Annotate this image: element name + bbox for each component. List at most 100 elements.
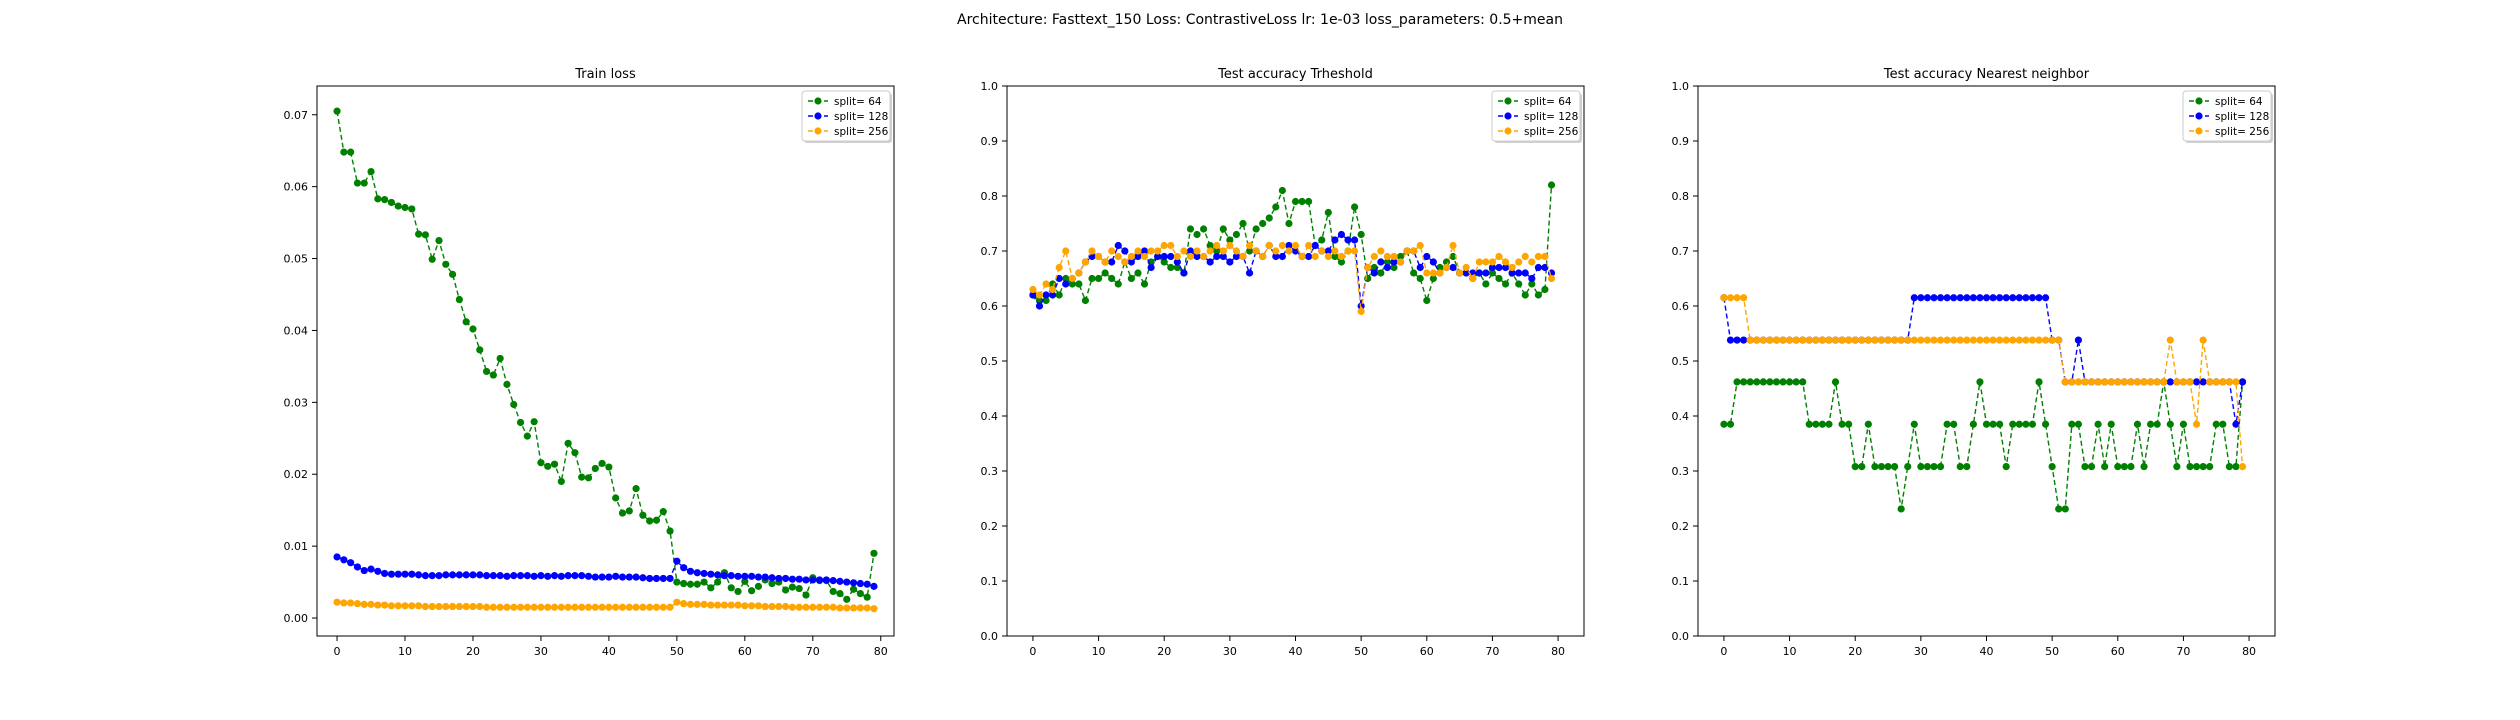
data-point [428, 572, 436, 580]
data-point [680, 579, 688, 588]
data-point [421, 572, 429, 580]
data-point [2015, 336, 2023, 344]
data-point [591, 603, 599, 611]
data-point [1799, 378, 1807, 386]
data-point [1858, 336, 1866, 344]
data-point [1456, 269, 1464, 277]
data-point [2232, 420, 2240, 428]
data-point [537, 459, 545, 467]
data-point [659, 508, 667, 516]
data-point [2009, 336, 2017, 344]
data-point [1200, 252, 1208, 261]
x-tick-label: 60 [1420, 645, 1434, 658]
data-point [1963, 463, 1971, 471]
y-tick-label: 0.7 [1672, 245, 1690, 258]
data-point [448, 270, 457, 278]
data-point [727, 601, 735, 609]
data-point [2101, 463, 2109, 471]
data-point [2061, 378, 2069, 386]
data-point [1114, 252, 1122, 261]
data-point [2212, 378, 2220, 386]
data-point [1534, 291, 1542, 299]
data-point [401, 203, 409, 212]
data-point [863, 593, 871, 601]
data-point [1265, 241, 1273, 250]
data-point [1904, 336, 1912, 344]
data-point [415, 230, 423, 238]
data-point [1377, 269, 1385, 277]
data-point [2081, 378, 2089, 386]
data-point [1534, 263, 1542, 272]
x-tick-label: 70 [2176, 645, 2190, 658]
data-point [584, 572, 593, 580]
data-point [1547, 181, 1556, 189]
data-point [1305, 252, 1313, 261]
data-point [727, 584, 735, 592]
data-point [2232, 378, 2240, 386]
data-point [2068, 420, 2076, 428]
data-point [1311, 252, 1319, 261]
legend-label: split= 128 [834, 111, 888, 123]
data-point [2048, 463, 2056, 471]
data-point [652, 603, 661, 611]
data-point [415, 602, 423, 610]
data-point [2015, 294, 2023, 302]
data-point [544, 603, 552, 611]
x-tick-label: 60 [738, 645, 752, 658]
data-point [605, 463, 613, 471]
x-tick-label: 40 [1289, 645, 1303, 658]
data-point [1200, 225, 1208, 233]
data-point [1232, 252, 1241, 261]
data-point [394, 570, 402, 578]
data-point [516, 572, 525, 580]
chart-title: Test accuracy Nearest neighbor [1883, 67, 2090, 82]
data-point [829, 603, 837, 611]
data-point [754, 602, 763, 610]
data-point [612, 494, 620, 502]
data-point [469, 571, 477, 579]
data-point [1193, 230, 1201, 239]
data-point [571, 603, 579, 611]
data-point [1029, 285, 1037, 294]
data-point [1528, 258, 1536, 266]
data-point [2094, 420, 2102, 428]
data-point [476, 346, 484, 354]
data-point [1154, 252, 1162, 261]
data-point [1785, 378, 1794, 386]
data-point [2192, 420, 2201, 428]
data-point [605, 573, 613, 581]
data-point [374, 601, 382, 609]
data-point [1226, 258, 1234, 266]
data-point [496, 603, 504, 611]
data-point [1167, 252, 1175, 261]
data-point [2002, 336, 2010, 344]
data-point [1337, 252, 1346, 261]
data-point [2120, 463, 2128, 471]
data-point [1081, 296, 1090, 305]
data-point [1805, 420, 1813, 428]
y-tick-label: 0.0 [1672, 630, 1690, 643]
data-point [2002, 463, 2010, 471]
data-point [360, 179, 368, 187]
data-point [1746, 378, 1754, 386]
data-point [1495, 252, 1503, 261]
data-point [1436, 263, 1444, 272]
data-point [1193, 252, 1201, 261]
data-point [2238, 378, 2247, 386]
data-point [584, 603, 593, 611]
data-point [1206, 241, 1214, 250]
data-point [863, 580, 871, 588]
data-point [1746, 336, 1754, 344]
data-point [734, 587, 742, 596]
data-point [1101, 269, 1109, 277]
data-point [1226, 241, 1234, 250]
data-point [761, 573, 769, 581]
data-point [2212, 420, 2220, 428]
data-point [564, 572, 572, 580]
data-point [1436, 269, 1444, 277]
data-point [1416, 241, 1424, 250]
data-point [748, 587, 756, 595]
data-point [748, 572, 756, 580]
data-point [1167, 241, 1175, 250]
data-point [1186, 252, 1195, 261]
